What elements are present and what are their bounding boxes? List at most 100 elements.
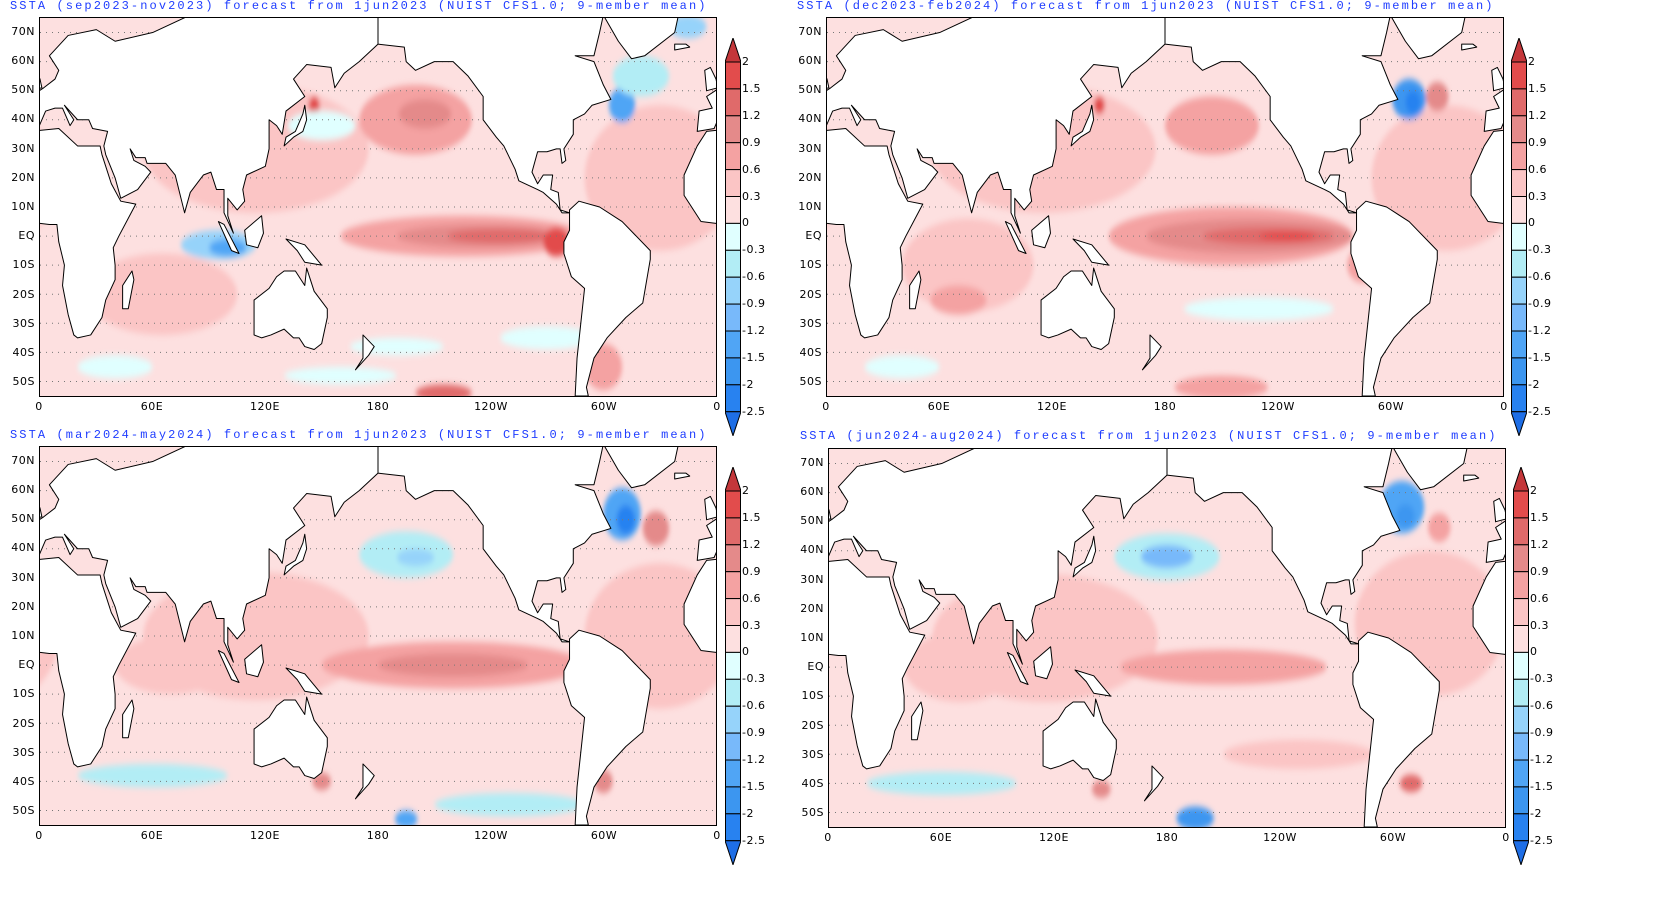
anomaly-region [284, 366, 397, 385]
colorbar-segment [1513, 598, 1529, 627]
land-africa [1473, 559, 1505, 768]
lon-tick-label: 120W [474, 829, 508, 842]
land-newzealand [1142, 335, 1161, 370]
colorbar-label: -0.9 [742, 726, 766, 740]
land-japan [1071, 105, 1094, 146]
continents [827, 18, 1503, 396]
land-madagascar [910, 271, 921, 309]
lat-tick-label: 50S [799, 375, 822, 389]
colorbar-segment [1511, 88, 1527, 117]
anomaly-region [394, 810, 418, 825]
lat-tick-label: EQ [805, 229, 822, 243]
anomaly-region [1176, 806, 1214, 827]
lat-tick-label: 30S [12, 745, 35, 759]
lat-tick-label: 40S [801, 777, 824, 791]
land-madagascar [912, 702, 923, 740]
lon-tick-label: 0 [824, 831, 832, 844]
colorbar-segment [725, 625, 741, 653]
anomaly-region [1396, 504, 1415, 528]
anomaly-region [642, 510, 670, 546]
land-uk [40, 496, 42, 519]
colorbar-segment [725, 357, 741, 386]
ssta-map [828, 448, 1506, 828]
colorbar-label: 0.6 [742, 162, 761, 176]
colorbar-label: -2 [1530, 806, 1542, 820]
land-samerica [564, 201, 650, 396]
lat-tick-label: 10S [801, 689, 824, 703]
anomaly-region [612, 55, 670, 97]
land-eurasia [1484, 18, 1503, 233]
lat-tick-label: 50N [11, 83, 35, 97]
colorbar-label: -2.5 [742, 833, 766, 847]
colorbar-segment [1513, 544, 1529, 573]
lon-tick-label: 0 [713, 400, 721, 413]
land-eurasia [827, 18, 1165, 233]
colorbar-label: -0.6 [1528, 270, 1552, 284]
lon-tick-label: 60E [140, 400, 164, 413]
colorbar-label: 2 [742, 55, 750, 68]
lat-tick-label: 20N [11, 599, 35, 613]
lon-tick-label: 0 [1500, 400, 1508, 413]
land-japan [284, 105, 307, 146]
anomaly-region [312, 772, 332, 791]
colorbar-segment [1513, 786, 1529, 815]
anomaly-region [902, 218, 1034, 312]
land-uk [705, 496, 716, 519]
land-sumatra [218, 651, 239, 683]
land-greenland [1392, 449, 1467, 490]
land-africa [684, 128, 716, 337]
land-uk [40, 67, 42, 90]
colorbar-label: -1.2 [742, 324, 766, 337]
land-sumatra [1007, 653, 1028, 685]
colorbar-label: -1.2 [1530, 753, 1554, 766]
land-namerica [378, 447, 611, 642]
anomaly-region [866, 771, 1017, 796]
colorbar-label: 0.9 [1530, 564, 1549, 578]
anomaly-region [77, 355, 153, 379]
colorbar-label: -0.9 [1528, 297, 1552, 311]
colorbar-label: 1.5 [742, 510, 761, 524]
anomaly-region [1093, 96, 1105, 114]
lat-tick-label: 60N [798, 53, 822, 67]
colorbar-segment [725, 88, 741, 117]
colorbar [725, 467, 741, 865]
lat-tick-label: 40N [800, 543, 824, 557]
colorbar-segment [1511, 357, 1527, 386]
colorbar-segment [1513, 732, 1529, 761]
colorbar-label: -0.6 [1530, 699, 1554, 713]
anomaly-region [378, 653, 529, 677]
colorbar-label: -0.9 [742, 297, 766, 311]
anomaly-region [349, 337, 444, 356]
land-newguinea [1073, 239, 1109, 265]
colorbar-label: 2 [1528, 55, 1536, 68]
colorbar [725, 38, 741, 436]
anomaly-region [616, 505, 636, 535]
land-africa [829, 559, 925, 768]
lat-tick-label: 20N [798, 170, 822, 184]
lat-tick-label: 30S [799, 316, 822, 330]
colorbar-label: -0.9 [1530, 726, 1554, 740]
anomaly-region [864, 355, 940, 379]
land-iceland [675, 44, 690, 50]
colorbar-label: 0.6 [742, 591, 761, 605]
lon-tick-label: 0 [713, 829, 721, 842]
colorbar-label: -0.3 [742, 672, 766, 686]
colorbar-label: 2 [1530, 484, 1538, 497]
colorbar-label: 0.3 [1528, 189, 1547, 203]
land-namerica [378, 18, 611, 213]
colorbar-segment [1511, 384, 1527, 413]
colorbar-label: 1.2 [742, 108, 761, 122]
land-newguinea [1075, 670, 1111, 696]
anomaly-region [904, 632, 1017, 702]
lat-tick-label: 50N [11, 512, 35, 526]
lon-tick-label: 120W [474, 400, 508, 413]
colorbar-segment [725, 330, 741, 359]
lat-tick-label: 40S [12, 346, 35, 360]
land-eurasia [829, 449, 1167, 664]
colorbar-segment [725, 115, 741, 144]
colorbar-segment [725, 544, 741, 573]
lat-tick-label: 50S [12, 375, 35, 389]
colorbar-segment [1513, 517, 1529, 546]
colorbar-label: 1.2 [742, 537, 761, 551]
land-namerica [1167, 449, 1400, 644]
